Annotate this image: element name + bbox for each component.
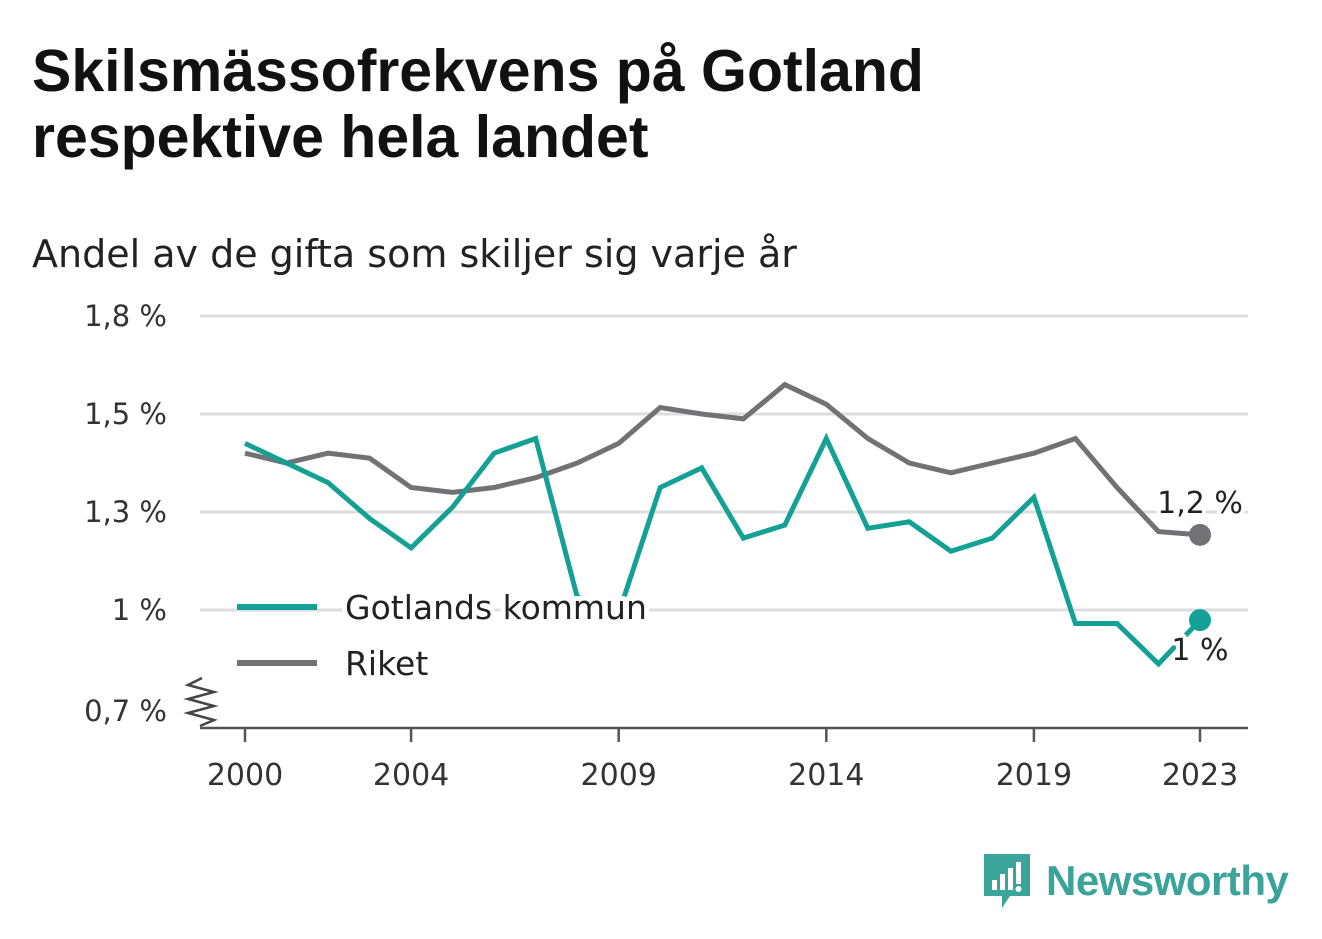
x-tick-label: 2004 (373, 758, 449, 793)
riket-end-marker (1189, 523, 1211, 546)
end-label-gotland: 1 % (1171, 633, 1228, 668)
y-tick-label: 1,5 % (84, 397, 167, 431)
gotland-line (243, 432, 1202, 668)
riket-line (244, 381, 1201, 538)
chart-subtitle: Andel av de gifta som skiljer sig varje … (32, 232, 797, 276)
x-tick-label: 2009 (581, 758, 657, 793)
series-lines (243, 381, 1211, 668)
end-label-riket: 1,2 % (1157, 486, 1243, 521)
gridlines (200, 314, 1248, 612)
y-axis: 0,7 % 1 % 1,3 % 1,5 % 1,8 % (84, 299, 219, 728)
y-tick-label: 0,7 % (84, 694, 167, 728)
chart-title: Skilsmässofrekvens på Gotland respektive… (32, 38, 924, 170)
gotland-end-marker (1189, 609, 1211, 632)
legend: Gotlands kommun Riket (237, 583, 652, 688)
x-tick-label: 2000 (207, 758, 283, 793)
x-tick-label: 2023 (1162, 758, 1238, 793)
brand-name: Newsworthy (1046, 857, 1289, 904)
x-tick-label: 2019 (996, 758, 1072, 793)
y-tick-label: 1 % (112, 593, 167, 627)
y-tick-label: 1,3 % (84, 495, 167, 529)
x-axis: 2000 2004 2009 2014 2019 2023 (200, 726, 1248, 793)
end-labels: 1,2 % 1 % (1153, 482, 1247, 672)
legend-label-riket: Riket (345, 644, 428, 683)
y-tick-label: 1,8 % (84, 299, 167, 333)
newsworthy-logo: Newsworthy (980, 850, 1289, 912)
newsworthy-logo-icon (984, 854, 1030, 908)
x-tick-label: 2014 (788, 758, 864, 793)
legend-label-gotland: Gotlands kommun (345, 588, 647, 627)
axis-break-icon (183, 676, 219, 728)
